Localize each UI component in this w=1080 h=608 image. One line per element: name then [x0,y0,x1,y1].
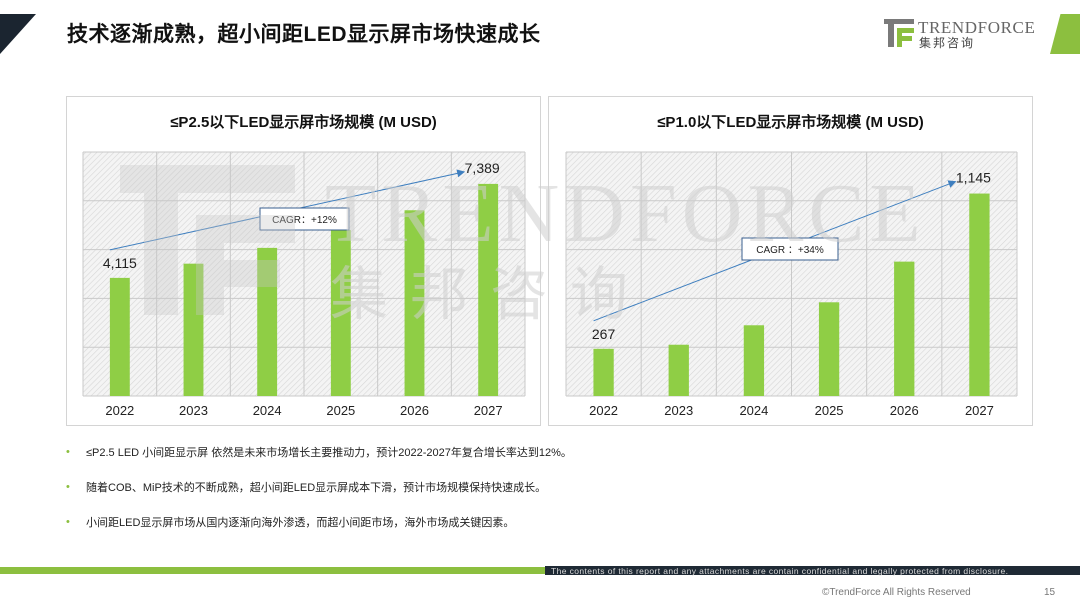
bullet-dot-icon: • [66,516,70,528]
footer-green-bar [0,567,1080,574]
p10-x-tick-2025: 2025 [815,403,844,418]
p25-bar-2024 [257,247,278,396]
trendforce-logo: TRENDFORCE 集邦咨询 [884,17,1035,50]
p10-x-tick-2023: 2023 [664,403,693,418]
chart-title-p25: ≤P2.5以下LED显示屏市场规模 (M USD) [170,114,437,131]
p10-bar-2023 [668,344,689,396]
p25-cagr-box [259,207,350,231]
p25-data-label-last: 7,389 [465,160,500,176]
list-item: • 随着COB、MiP技术的不断成熟，超小间距LED显示屏成本下滑，预计市场规模保… [66,481,547,494]
p10-x-tick-2022: 2022 [589,403,618,418]
p25-x-tick-2022: 2022 [105,403,134,418]
chart-title-p10: ≤P1.0以下LED显示屏市场规模 (M USD) [657,114,924,131]
trendforce-logo-icon [884,19,914,47]
p25-bar-2025 [330,230,351,396]
p25-x-tick-2024: 2024 [253,403,282,418]
p10-bar-2024 [743,325,765,396]
p25-x-tick-2023: 2023 [179,403,208,418]
p10-x-tick-2026: 2026 [890,403,919,418]
page-number: 15 [1044,587,1056,598]
header-corner-decoration [0,14,36,54]
bullet-dot-icon: • [66,446,70,458]
chart-p10-svg: 2022 2023 2024 2025 2026 2027 267 1,145 CAGR ：+3… [565,151,1018,418]
key-points-list: • ≤P2.5 LED 小间距显示屏 依然是未来市场增长主要推动力，预计2022-… [66,446,1026,551]
chart-panel-p25: ≤P2.5以下LED显示屏市场规模 (M USD) 2022 2023 2024 20… [66,96,541,426]
p10-bar-2022 [593,348,614,396]
footer-copyright: ©TrendForce All Rights Reserved [822,587,971,598]
header-corner-accent [1050,14,1080,54]
list-item: • ≤P2.5 LED 小间距显示屏 依然是未来市场增长主要推动力，预计2022-… [66,446,572,459]
footer-disclaimer: The contents of this report and any atta… [551,566,1009,576]
p25-bar-2027 [478,183,499,396]
chart-p25-svg: 2022 2023 2024 2025 2026 2027 4,115 7,389 CAGR：+… [82,151,526,418]
footer-dark-stripe [545,566,1080,575]
list-item: • 小间距LED显示屏市场从国内逐渐向海外渗透，而超小间距市场，海外市场成关键因素… [66,516,515,529]
bullet-dot-icon: • [66,481,70,493]
p25-x-tick-2027: 2027 [474,403,503,418]
p10-bar-2025 [818,302,840,396]
page-title: 技术逐渐成熟，超小间距LED显示屏市场快速成长 [67,23,541,46]
p10-x-tick-2024: 2024 [739,403,768,418]
p25-x-tick-2025: 2025 [326,403,355,418]
p25-data-label-first: 4,115 [103,255,137,271]
p25-bar-2026 [404,210,425,396]
p25-x-tick-2026: 2026 [400,403,429,418]
p10-bar-2027 [969,193,990,396]
p10-data-label-first: 267 [592,326,616,342]
p10-cagr-label: CAGR ：+34% [756,245,824,256]
logo-wordmark: TRENDFORCE [918,18,1036,37]
p10-cagr-box [741,237,839,261]
logo-subtitle: 集邦咨询 [919,36,976,50]
p10-x-tick-2027: 2027 [965,403,994,418]
p25-bar-2022 [109,277,130,396]
p25-cagr-label: CAGR：+12% [272,215,337,226]
p25-bar-2023 [183,263,204,396]
chart-panel-p10: ≤P1.0以下LED显示屏市场规模 (M USD) 2022 2023 2024 20… [548,96,1033,426]
p10-data-label-last: 1,145 [956,170,991,186]
p10-bar-2026 [894,261,915,396]
